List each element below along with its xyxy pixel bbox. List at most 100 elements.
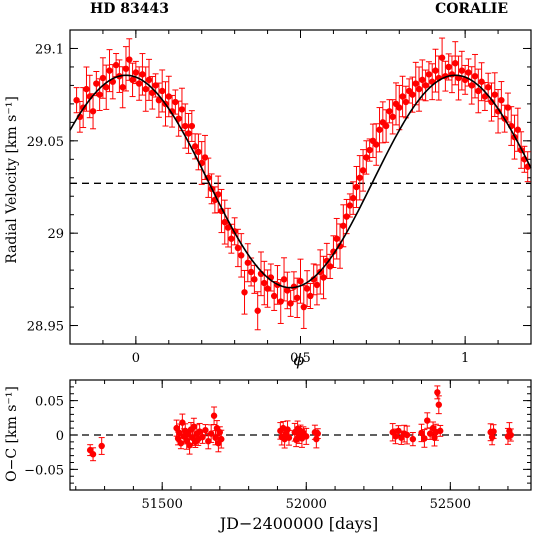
- data-point: [103, 84, 110, 91]
- data-point: [445, 63, 452, 71]
- top-title-left: HD 83443: [90, 1, 169, 17]
- data-point: [199, 433, 206, 441]
- data-point: [507, 431, 515, 439]
- data-point: [218, 435, 225, 443]
- data-point: [425, 71, 433, 78]
- data-point: [196, 428, 203, 435]
- data-point: [201, 154, 209, 161]
- data-point: [418, 429, 425, 437]
- data-point: [409, 91, 416, 98]
- data-point: [356, 174, 363, 181]
- y-tick-label: 28.95: [27, 320, 64, 335]
- data-point: [177, 440, 185, 447]
- data-point: [277, 298, 284, 305]
- data-point: [135, 80, 143, 87]
- data-point: [303, 285, 311, 292]
- data-point: [419, 76, 426, 84]
- data-point: [373, 141, 380, 148]
- data-point: [238, 252, 245, 259]
- data-point: [310, 276, 317, 283]
- data-point: [346, 202, 354, 209]
- data-point: [182, 122, 189, 130]
- data-point: [490, 428, 497, 435]
- data-point: [307, 292, 314, 300]
- data-point: [303, 433, 310, 440]
- data-point: [292, 436, 300, 444]
- data-point: [96, 91, 103, 98]
- data-point: [297, 278, 304, 285]
- data-point: [195, 148, 202, 156]
- top-y-axis-label: Radial Velocity [km s⁻¹]: [4, 96, 20, 264]
- data-point: [376, 126, 383, 133]
- bottom-x-axis-label: JD−2400000 [days]: [218, 514, 379, 533]
- data-point: [399, 93, 406, 100]
- data-point: [205, 437, 212, 445]
- data-point: [106, 67, 113, 74]
- data-point: [412, 80, 419, 87]
- data-point: [122, 65, 130, 72]
- data-point: [359, 167, 367, 174]
- top-x-axis-label: ϕ: [294, 350, 305, 369]
- data-point: [340, 222, 347, 229]
- data-point: [228, 235, 235, 242]
- data-point: [458, 67, 466, 74]
- data-point: [168, 108, 176, 115]
- data-point: [403, 431, 411, 439]
- data-point: [89, 108, 97, 115]
- data-point: [93, 80, 100, 87]
- data-point: [126, 56, 133, 63]
- data-point: [475, 87, 482, 95]
- data-point: [234, 244, 242, 252]
- data-point: [261, 279, 268, 287]
- data-point: [498, 96, 505, 104]
- data-point: [465, 69, 472, 76]
- data-point: [241, 289, 248, 296]
- data-point: [284, 426, 291, 433]
- data-point: [251, 276, 258, 283]
- data-point: [132, 69, 140, 76]
- data-point: [320, 274, 327, 281]
- data-point: [210, 412, 218, 419]
- data-point: [409, 435, 417, 443]
- y-tick-label: −0.05: [24, 463, 64, 478]
- data-point: [396, 104, 403, 111]
- y-tick-label: 29: [47, 227, 64, 242]
- data-point: [343, 213, 350, 220]
- data-point: [468, 82, 475, 89]
- data-point: [313, 435, 320, 443]
- data-point: [224, 224, 232, 231]
- data-point: [421, 435, 428, 442]
- data-point: [494, 108, 502, 115]
- data-point: [178, 106, 186, 113]
- data-point: [142, 85, 149, 93]
- data-point: [145, 76, 153, 84]
- data-point: [422, 82, 429, 89]
- data-point: [330, 248, 337, 255]
- data-point: [366, 146, 373, 154]
- fit-curve: [69, 74, 532, 289]
- data-point: [188, 122, 196, 130]
- data-point: [437, 427, 444, 435]
- bottom-y-axis-label: O−C [km s⁻¹]: [4, 386, 20, 482]
- data-point: [172, 98, 179, 106]
- data-point: [415, 85, 423, 93]
- data-point: [294, 294, 301, 302]
- data-point: [212, 434, 219, 441]
- data-point: [184, 431, 192, 438]
- data-point: [382, 122, 390, 130]
- data-point: [402, 98, 410, 106]
- data-point: [471, 72, 479, 80]
- data-point: [432, 67, 439, 74]
- data-point: [207, 430, 215, 437]
- data-point: [353, 183, 360, 191]
- data-point: [89, 451, 97, 458]
- x-tick-label: 52500: [430, 497, 471, 512]
- x-tick-label: 1: [461, 351, 469, 366]
- data-point: [386, 108, 393, 115]
- data-point: [254, 307, 261, 314]
- data-point: [214, 191, 222, 198]
- data-point: [119, 84, 126, 91]
- data-point: [349, 194, 357, 202]
- data-point: [435, 401, 442, 408]
